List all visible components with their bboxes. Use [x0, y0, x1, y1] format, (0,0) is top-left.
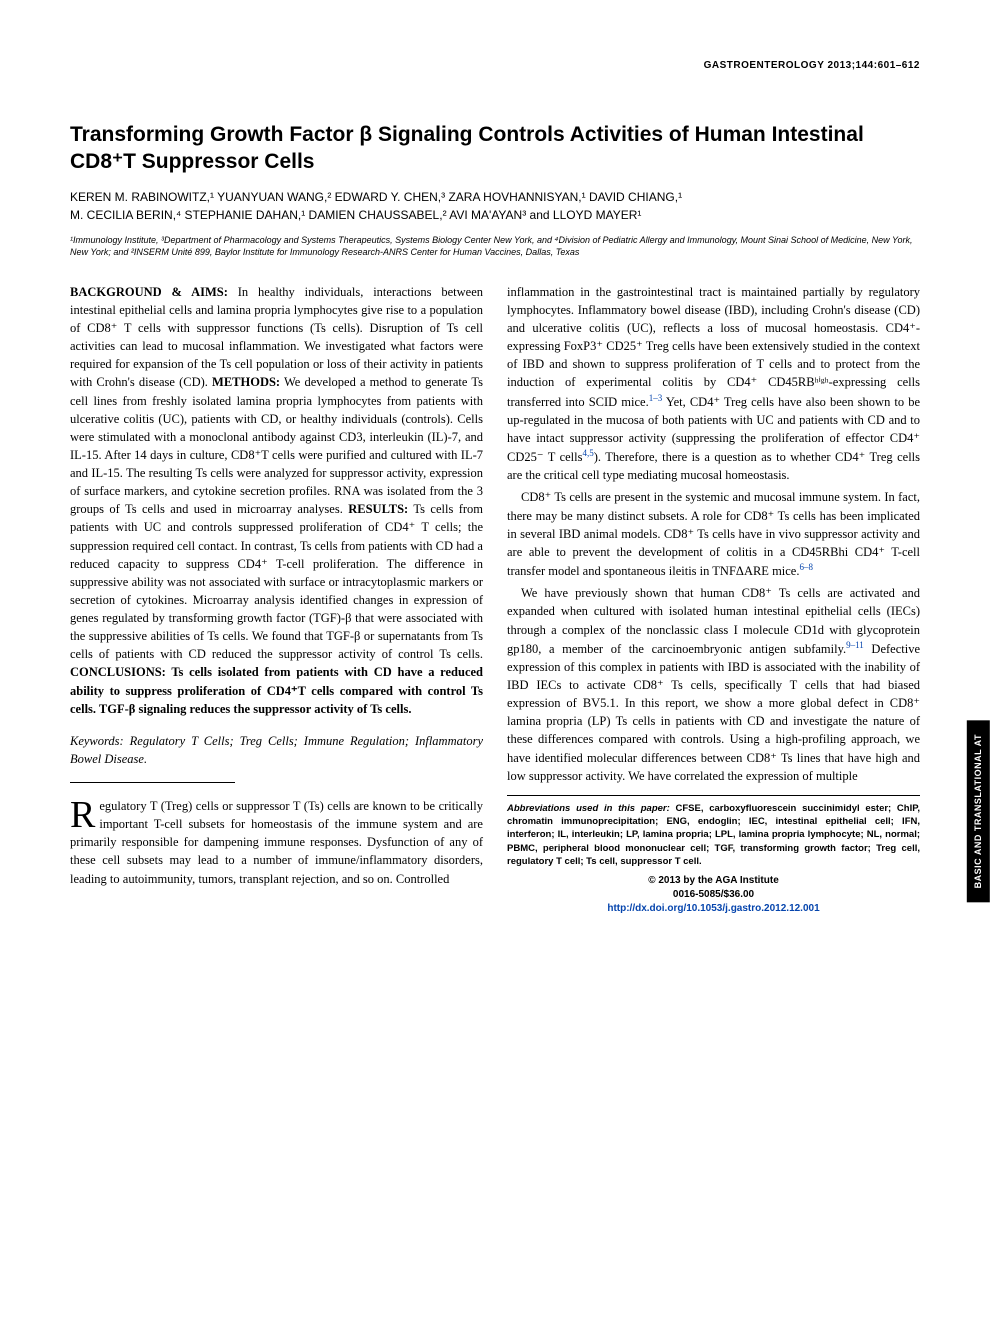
- background-text: In healthy individuals, interactions bet…: [70, 285, 483, 390]
- col2-paragraph-2: CD8⁺ Ts cells are present in the systemi…: [507, 488, 920, 580]
- col2-p1-text-a: inflammation in the gastrointestinal tra…: [507, 285, 920, 409]
- intro-paragraph-1: Regulatory T (Treg) cells or suppressor …: [70, 797, 483, 888]
- left-column: BACKGROUND & AIMS: In healthy individual…: [70, 283, 483, 916]
- methods-text: We developed a method to generate Ts cel…: [70, 375, 483, 516]
- col2-paragraph-3: We have previously shown that human CD8⁺…: [507, 584, 920, 785]
- results-text: Ts cells from patients with UC and contr…: [70, 502, 483, 661]
- abbreviations-box: Abbreviations used in this paper: CFSE, …: [507, 802, 920, 868]
- background-label: BACKGROUND & AIMS:: [70, 285, 228, 299]
- col2-p3-text-b: Defective expression of this complex in …: [507, 642, 920, 783]
- section-rule: [70, 782, 235, 783]
- authors-line-2: M. CECILIA BERIN,⁴ STEPHANIE DAHAN,¹ DAM…: [70, 208, 641, 222]
- reference-link-6-8[interactable]: 6–8: [799, 562, 813, 572]
- intro-p1-text: egulatory T (Treg) cells or suppressor T…: [70, 799, 483, 886]
- keywords-label: Keywords:: [70, 734, 124, 748]
- col2-paragraph-1: inflammation in the gastrointestinal tra…: [507, 283, 920, 485]
- article-title: Transforming Growth Factor β Signaling C…: [70, 121, 920, 176]
- journal-running-header: GASTROENTEROLOGY 2013;144:601–612: [70, 60, 920, 71]
- right-column: inflammation in the gastrointestinal tra…: [507, 283, 920, 916]
- side-section-tab: BASIC AND TRANSLATIONAL AT: [967, 720, 990, 902]
- abstract-text: BACKGROUND & AIMS: In healthy individual…: [70, 283, 483, 718]
- doi-link[interactable]: http://dx.doi.org/10.1053/j.gastro.2012.…: [607, 903, 819, 914]
- col2-p2-text: CD8⁺ Ts cells are present in the systemi…: [507, 490, 920, 578]
- methods-label: METHODS:: [212, 375, 280, 389]
- authors-line-1: KEREN M. RABINOWITZ,¹ YUANYUAN WANG,² ED…: [70, 190, 682, 204]
- copyright-text: © 2013 by the AGA Institute: [648, 875, 779, 886]
- two-column-layout: BACKGROUND & AIMS: In healthy individual…: [70, 283, 920, 916]
- keywords-line: Keywords: Regulatory T Cells; Treg Cells…: [70, 732, 483, 768]
- abbreviations-label: Abbreviations used in this paper:: [507, 803, 670, 814]
- reference-link-4-5[interactable]: 4,5: [583, 448, 594, 458]
- keywords-text: Regulatory T Cells; Treg Cells; Immune R…: [70, 734, 483, 766]
- reference-link-9-11[interactable]: 9–11: [846, 640, 864, 650]
- conclusions-label: CONCLUSIONS:: [70, 665, 171, 679]
- affiliations: ¹Immunology Institute, ³Department of Ph…: [70, 234, 920, 259]
- footer-rule: [507, 795, 920, 796]
- results-label: RESULTS:: [348, 502, 408, 516]
- dropcap-r: R: [70, 797, 99, 831]
- copyright-block: © 2013 by the AGA Institute 0016-5085/$3…: [507, 874, 920, 916]
- reference-link-1-3[interactable]: 1–3: [649, 393, 663, 403]
- authors-block: KEREN M. RABINOWITZ,¹ YUANYUAN WANG,² ED…: [70, 188, 920, 224]
- issn-text: 0016-5085/$36.00: [673, 889, 754, 900]
